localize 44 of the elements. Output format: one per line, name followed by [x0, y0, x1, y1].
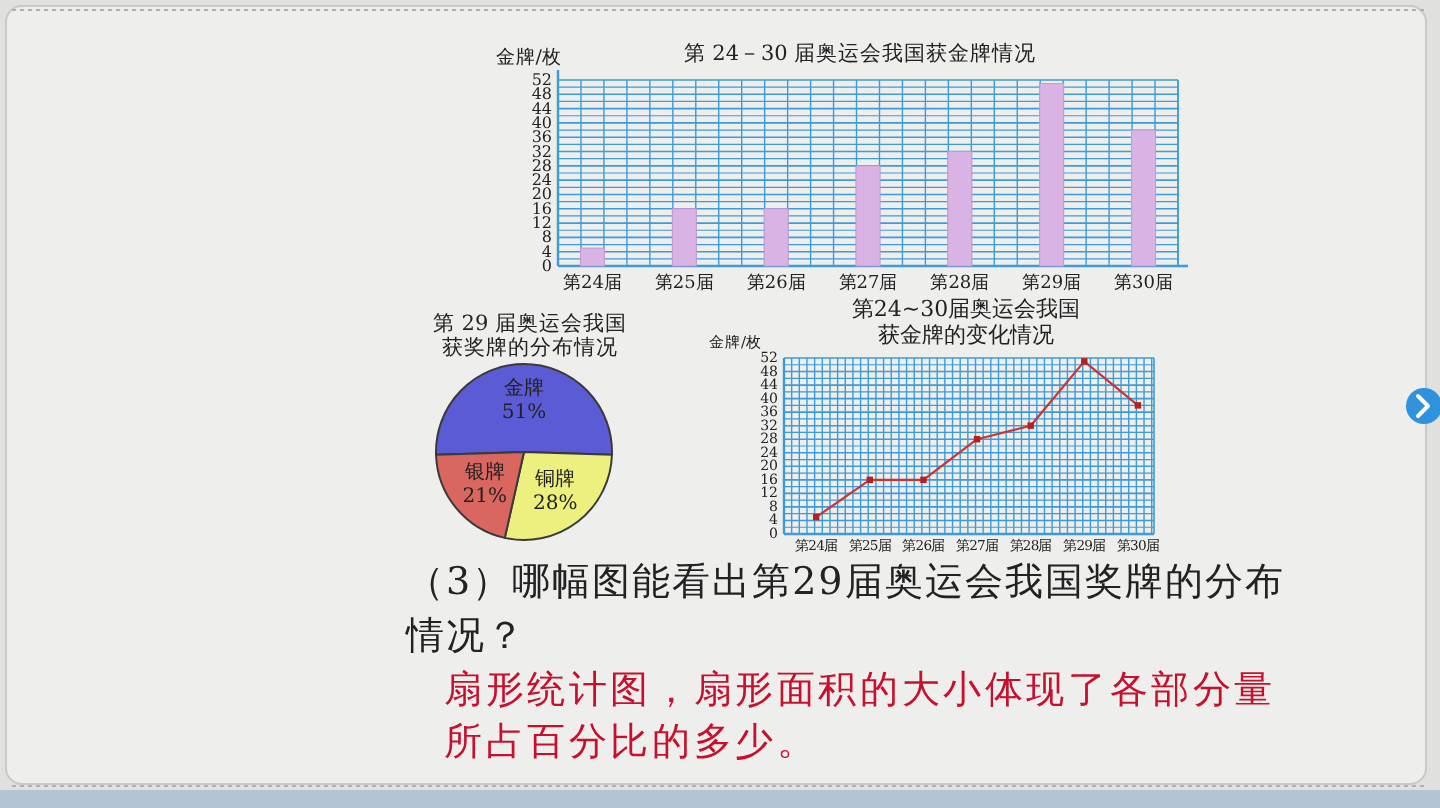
text: 扇形统计图，扇形面积的大小体现了各部分量所占百分比的多少。	[444, 666, 1278, 768]
bar	[1131, 129, 1157, 267]
x-tick-label: 第29届	[1022, 272, 1082, 294]
text: （3）哪幅图能看出第29届奥运会我国奖牌的分布情况？	[406, 558, 1287, 662]
bar	[579, 247, 605, 267]
y-axis-title: 金牌/枚	[495, 45, 562, 69]
x-tick-label: 第25届	[654, 272, 714, 294]
y-tick-label: 24	[531, 171, 552, 190]
x-tick-label: 第28届	[930, 272, 990, 294]
slice-label: 银牌	[462, 459, 505, 484]
x-tick-label: 第30届	[1114, 272, 1174, 294]
chart-title: 第 24－30 届奥运会我国获金牌情况	[681, 41, 1039, 66]
data-label: 28%	[533, 493, 578, 516]
y-tick-label: 20	[531, 185, 552, 204]
x-tick-label: 第24届	[562, 272, 622, 294]
y-tick-label: 44	[531, 99, 552, 118]
bar	[763, 208, 789, 267]
y-tick-label: 16	[531, 199, 552, 218]
point	[1027, 422, 1034, 429]
y-tick-label: 12	[531, 214, 552, 233]
slice-label: 金牌	[504, 375, 544, 400]
y-tick-label: 32	[531, 142, 552, 161]
point	[920, 476, 927, 484]
y-tick-label: 40	[531, 113, 552, 132]
y-tick-label: 36	[531, 128, 552, 147]
bar	[1039, 83, 1065, 267]
data-label: 51%	[501, 401, 547, 424]
y-tick-label: 28	[531, 156, 552, 175]
chart-title: 第 29 届奥运会我国获奖牌的分布情况	[432, 311, 628, 360]
point	[1134, 402, 1142, 409]
y-tick-label: 48	[531, 85, 552, 104]
bar	[947, 151, 973, 267]
y-tick-label: 52	[531, 71, 552, 89]
point	[1081, 358, 1088, 365]
y-tick-label: 0	[541, 257, 552, 275]
chart-title: 第24~30届奥运会我国获金牌的变化情况	[850, 296, 1082, 350]
y-tick-label: 4	[541, 242, 552, 261]
y-tick-label: 8	[541, 228, 552, 247]
slice-label: 铜牌	[533, 467, 576, 492]
data-label: 21%	[462, 485, 507, 508]
x-tick-label: 第27届	[838, 272, 898, 294]
bar	[855, 165, 881, 267]
x-tick-label: 第26届	[746, 272, 806, 294]
bar	[671, 208, 697, 267]
